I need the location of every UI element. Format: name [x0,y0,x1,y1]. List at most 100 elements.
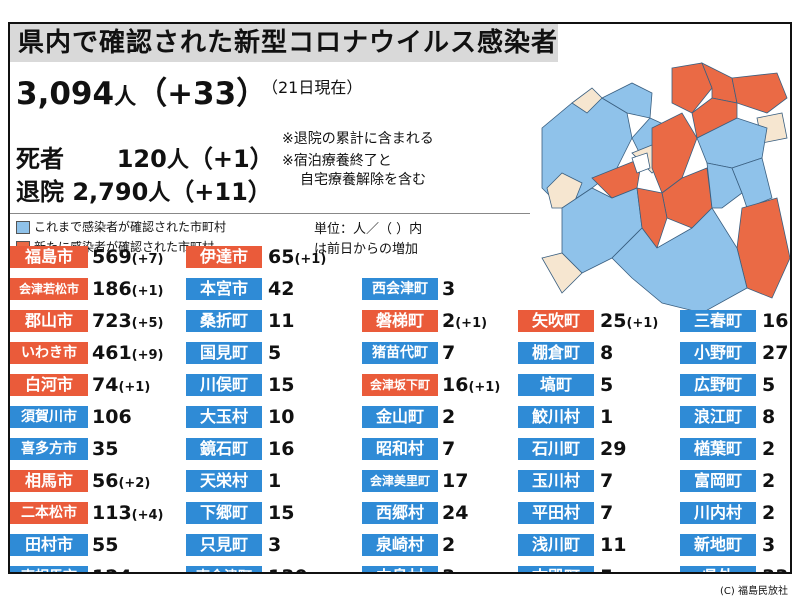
map-region-white [631,152,651,174]
deaths-value: 120 [116,145,167,173]
case-delta: (+1) [468,380,501,395]
case-count: 15 [268,374,295,396]
recovered-unit: 人 [148,181,171,206]
municipality-label: 南会津町 [186,566,262,572]
case-count: 3 [268,534,282,556]
legend-blue-swatch [16,221,30,234]
case-delta: (+1) [118,380,151,395]
case-count: 42 [268,278,295,300]
unit-note-2: は前日からの増加 [314,242,419,257]
municipality-value: 8 [600,342,680,364]
municipality-value: 27 [762,342,790,364]
municipality-value: 3 [442,278,526,300]
case-count: 55 [92,534,119,556]
case-count: 65 [268,246,295,268]
case-count: 16 [268,438,295,460]
municipality-value: 10 [268,406,360,428]
municipality-label: 会津美里町 [362,470,438,492]
case-count: 16 [762,310,789,332]
infographic-title: 県内で確認された新型コロナウイルス感染者 [10,24,558,62]
municipality-value: 569(+7) [92,246,184,268]
map-region-tamura [706,162,743,209]
case-delta: (+5) [131,316,164,331]
note-3: 自宅療養解除を含む [300,172,426,188]
municipality-value: 723(+5) [92,310,184,332]
municipality-label: 玉川村 [518,470,594,492]
municipality-label: 川内村 [680,502,756,524]
case-count: 2 [762,470,776,492]
municipality-label: 下郷町 [186,502,262,524]
municipality-value: 2 [762,438,790,460]
municipality-value: 8 [762,406,790,428]
case-count: 3 [442,278,456,300]
municipality-value: 113(+4) [92,502,184,524]
as-of-date: （21日現在） [262,78,363,97]
infographic-frame: 県内で確認された新型コロナウイルス感染者 3,094人（+33） （21日現在）… [8,22,792,574]
municipality-value: 29 [600,438,680,460]
municipality-value: 461(+9) [92,342,184,364]
case-count: 1 [268,470,282,492]
case-count: 113 [92,502,132,524]
municipality-value: 16(+1) [442,374,526,396]
case-count: 16 [442,374,469,396]
recovered-stat: 退院 2,790人（+11） [16,172,272,207]
legend-existing: これまで感染者が確認された市町村 [16,218,226,235]
case-count: 2 [442,310,456,332]
case-delta: (+1) [294,252,327,267]
municipality-label: 西郷村 [362,502,438,524]
municipality-value: 186(+1) [92,278,184,300]
map-region-south-tan [541,252,583,294]
case-count: 17 [442,470,469,492]
recovered-delta: （+11） [170,178,272,206]
municipality-label: 小野町 [680,342,756,364]
case-count: 5 [268,342,282,364]
municipality-label: 新地町 [680,534,756,556]
case-count: 723 [92,310,132,332]
case-count: 15 [268,502,295,524]
municipality-value: 2 [762,470,790,492]
municipality-label: 県外 [680,566,756,572]
municipality-value: 56(+2) [92,470,184,492]
case-count: 25 [600,310,627,332]
municipality-value: 130 [268,566,360,572]
legend-existing-label: これまで感染者が確認された市町村 [34,220,227,234]
municipality-value: 7 [600,502,680,524]
case-delta: (+1) [131,284,164,299]
municipality-label: 磐梯町 [362,310,438,332]
case-count: 29 [600,438,627,460]
municipality-label: 棚倉町 [518,342,594,364]
recovered-label: 退院 [16,178,64,206]
municipality-value: 5 [600,374,680,396]
municipality-value: 106 [92,406,184,428]
case-count: 2 [762,438,776,460]
map-region-fukushima-city [671,62,713,114]
case-count: 3 [762,534,776,556]
case-count: 7 [600,470,614,492]
municipality-value: 35 [92,438,184,460]
case-count: 56 [92,470,119,492]
municipality-label: 只見町 [186,534,262,556]
municipality-value: 17 [442,470,526,492]
municipality-value: 124 [92,566,184,572]
case-count: 7 [442,342,456,364]
case-count: 74 [92,374,119,396]
deaths-delta: （+1） [188,145,274,173]
municipality-label: 楢葉町 [680,438,756,460]
fukushima-map [541,62,790,314]
municipality-value: 11 [600,534,680,556]
municipality-label: 石川町 [518,438,594,460]
map-region-tan-top [571,87,603,114]
municipality-value: 2(+1) [442,310,526,332]
case-count: 130 [268,566,308,572]
note-1: ※退院の累計に含まれる [282,131,434,147]
municipality-label: 須賀川市 [10,406,88,428]
case-count: 5 [600,374,614,396]
municipality-value: 16 [268,438,360,460]
map-region-soma [731,72,788,114]
case-count: 3 [442,566,455,572]
case-count: 1 [600,406,614,428]
municipality-value: 3 [268,534,360,556]
total-delta: （+33） [136,76,268,112]
case-count: 5 [762,374,776,396]
municipality-value: 5 [762,374,790,396]
